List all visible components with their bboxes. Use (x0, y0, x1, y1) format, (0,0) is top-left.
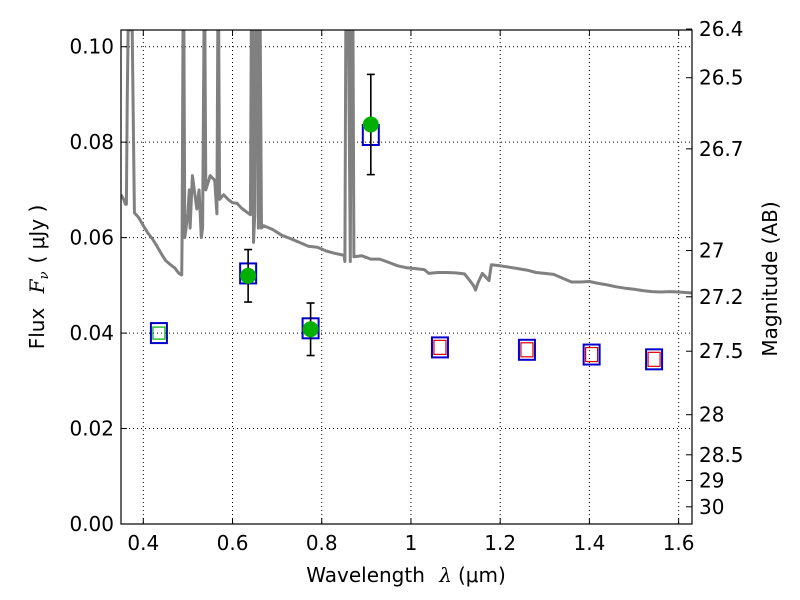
x-tick-label: 0.8 (306, 531, 338, 555)
plot-frame (120, 29, 693, 525)
y-tick-label: 0.10 (69, 35, 114, 59)
x-tick-label: 1 (405, 531, 418, 555)
x-tick-label: 1.2 (484, 531, 516, 555)
y-tick-label: 0.02 (69, 417, 114, 441)
y-tick-label: 0.04 (69, 321, 114, 345)
x-tick-label: 1.4 (573, 531, 605, 555)
y2-tick-label: 30 (699, 495, 724, 519)
observed-point (240, 267, 257, 284)
x-tick-label: 0.6 (217, 531, 249, 555)
model-band-square (430, 336, 449, 359)
model-band-square (517, 338, 536, 361)
y2-tick-label: 28.5 (699, 443, 744, 467)
y2-tick-label: 26.7 (699, 137, 744, 161)
model-band-square (149, 322, 168, 345)
x-tick-label: 0.4 (127, 531, 159, 555)
observed-point (362, 116, 379, 133)
y2-axis-title: Magnitude (AB) (758, 201, 782, 356)
data-layer (121, 30, 692, 371)
y2-tick-label: 26.4 (699, 17, 744, 41)
observed-point (302, 321, 319, 338)
upper-limit-square (585, 346, 599, 363)
y-tick-label: 0.08 (69, 130, 114, 154)
y2-tick-label: 27 (699, 239, 724, 263)
y2-tick-label: 27.5 (699, 339, 744, 363)
ticks: 0.4 0.6 0.8 1 1.2 1.4 1.6 0.00 0.02 0.04 0.06 0.08 0… (69, 17, 743, 555)
observed-square (152, 326, 166, 340)
y-tick-label: 0.00 (69, 512, 114, 536)
y2-tick-label: 26.5 (699, 66, 744, 90)
y2-tick-label: 27.2 (699, 285, 744, 309)
y2-tick-label: 29 (699, 469, 724, 493)
upper-limit-square (520, 342, 534, 358)
model-band-square (645, 348, 664, 371)
model-spectrum-line (121, 30, 692, 295)
y2-tick-label: 28 (699, 403, 724, 427)
upper-limit-square (647, 351, 661, 367)
x-tick-label: 1.6 (663, 531, 695, 555)
y-tick-label: 0.06 (69, 226, 114, 250)
model-band-square (582, 343, 601, 366)
upper-limit-square (433, 339, 447, 356)
x-axis-title: Wavelength λ (μm) (306, 563, 506, 587)
y-axis-title: Flux Fν( μJy ) (25, 205, 52, 350)
